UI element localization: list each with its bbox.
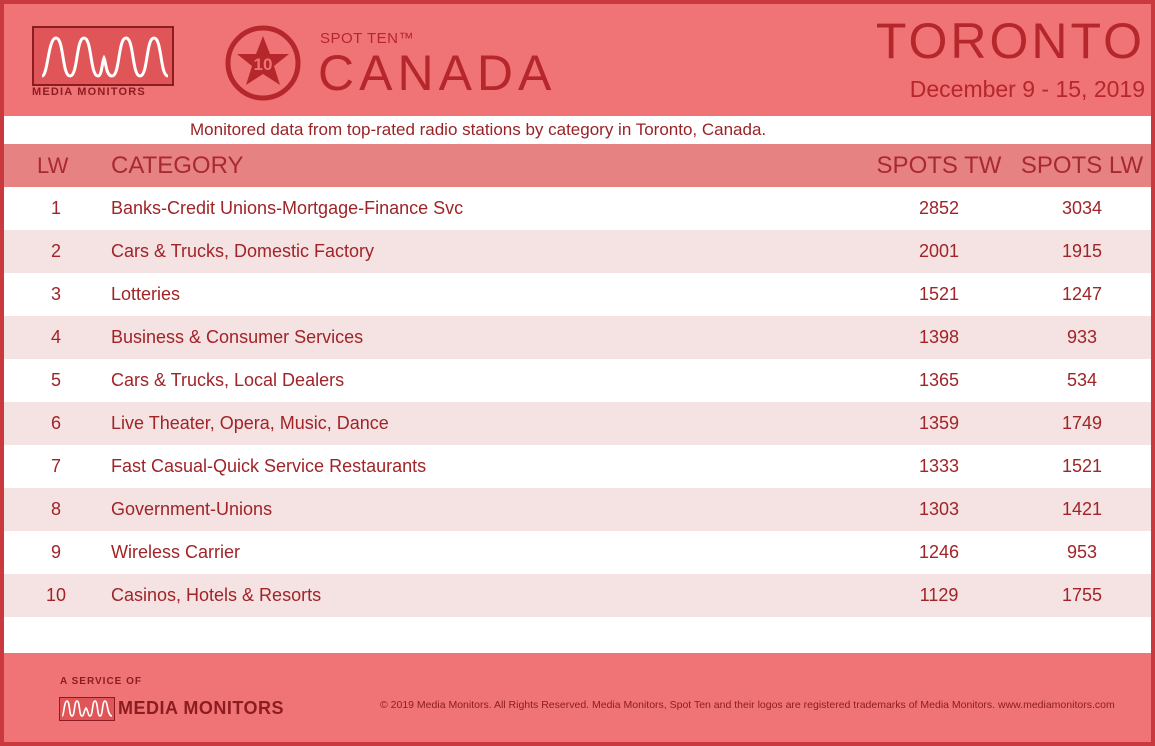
cell-spots-lw: 1421 — [1061, 499, 1103, 519]
table-row: 7 Fast Casual-Quick Service Restaurants … — [4, 445, 1151, 488]
cell-spots-lw: 1749 — [1061, 413, 1103, 433]
cell-spots-tw: 1303 — [918, 499, 960, 519]
cell-lw: 4 — [50, 327, 61, 347]
cell-spots-lw: 953 — [1066, 542, 1098, 562]
table-row: 9 Wireless Carrier 1246 953 — [4, 531, 1151, 574]
cell-category: Wireless Carrier — [111, 542, 241, 562]
table-row: 4 Business & Consumer Services 1398 933 — [4, 316, 1151, 359]
subtitle: Monitored data from top-rated radio stat… — [4, 116, 1151, 144]
waveform-icon — [61, 700, 113, 717]
table-row: 5 Cars & Trucks, Local Dealers 1365 534 — [4, 359, 1151, 402]
cell-category: Fast Casual-Quick Service Restaurants — [111, 456, 427, 476]
cell-spots-lw: 933 — [1066, 327, 1098, 347]
cell-spots-lw: 1755 — [1061, 585, 1103, 605]
footer-logo-wordmark: MEDIA MONITORS — [118, 698, 285, 718]
footer-banner: A SERVICE OF MEDIA MONITORS © 2019 Media… — [4, 653, 1151, 742]
table-header-row: LW CATEGORY SPOTS TW SPOTS LW — [4, 144, 1151, 187]
header-banner: MEDIA MONITORS 10 SPOT TEN™ CANADA TORON… — [4, 4, 1151, 116]
cell-spots-tw: 1365 — [918, 370, 960, 390]
cell-lw: 5 — [50, 370, 61, 390]
column-header-spots-tw: SPOTS TW — [876, 152, 1002, 179]
spot-ten-badge-icon: 10 — [225, 25, 301, 101]
cell-category: Casinos, Hotels & Resorts — [111, 585, 322, 605]
cell-lw: 7 — [50, 456, 61, 476]
cell-category: Live Theater, Opera, Music, Dance — [111, 413, 389, 433]
media-monitors-logo — [32, 26, 174, 86]
cell-spots-tw: 2852 — [918, 198, 960, 218]
cell-spots-tw: 1246 — [918, 542, 960, 562]
cell-spots-lw: 1247 — [1061, 284, 1103, 304]
table-row: 8 Government-Unions 1303 1421 — [4, 488, 1151, 531]
table-row: 10 Casinos, Hotels & Resorts 1129 1755 — [4, 574, 1151, 617]
cell-spots-lw: 534 — [1066, 370, 1098, 390]
cell-lw: 9 — [50, 542, 61, 562]
table-row: 3 Lotteries 1521 1247 — [4, 273, 1151, 316]
cell-lw: 2 — [50, 241, 61, 261]
cell-lw: 3 — [50, 284, 61, 304]
brand-title: CANADA — [318, 45, 557, 101]
column-header-spots-lw: SPOTS LW — [1020, 152, 1144, 179]
logo-wordmark: MEDIA MONITORS — [32, 86, 146, 98]
cell-lw: 10 — [45, 585, 67, 605]
cell-spots-tw: 1333 — [918, 456, 960, 476]
table-row: 2 Cars & Trucks, Domestic Factory 2001 1… — [4, 230, 1151, 273]
table-row: 6 Live Theater, Opera, Music, Dance 1359… — [4, 402, 1151, 445]
cell-lw: 8 — [50, 499, 61, 519]
cell-spots-tw: 1521 — [918, 284, 960, 304]
cell-spots-tw: 1129 — [919, 585, 959, 605]
cell-spots-lw: 1915 — [1061, 241, 1103, 261]
badge-number: 10 — [254, 55, 273, 74]
cell-category: Lotteries — [111, 284, 181, 304]
service-of-label: A SERVICE OF — [60, 676, 143, 687]
cell-lw: 6 — [50, 413, 61, 433]
cell-category: Banks-Credit Unions-Mortgage-Finance Svc — [111, 198, 464, 218]
cell-spots-lw: 1521 — [1061, 456, 1103, 476]
cell-lw: 1 — [50, 198, 61, 218]
footer-logo — [59, 697, 115, 721]
cell-category: Government-Unions — [111, 499, 273, 519]
waveform-icon — [40, 36, 169, 78]
column-header-lw: LW — [37, 153, 69, 178]
city-title: TORONTO — [875, 13, 1145, 69]
date-range: December 9 - 15, 2019 — [909, 76, 1145, 102]
spot-ten-label: SPOT TEN™ — [320, 30, 414, 47]
copyright-text: © 2019 Media Monitors. All Rights Reserv… — [380, 699, 1115, 711]
table-row: 1 Banks-Credit Unions-Mortgage-Finance S… — [4, 187, 1151, 230]
ranking-table: LW CATEGORY SPOTS TW SPOTS LW 1 Banks-Cr… — [4, 144, 1151, 653]
cell-category: Business & Consumer Services — [111, 327, 364, 347]
cell-spots-tw: 1359 — [918, 413, 960, 433]
cell-spots-tw: 2001 — [918, 241, 960, 261]
cell-spots-tw: 1398 — [918, 327, 960, 347]
cell-category: Cars & Trucks, Local Dealers — [111, 370, 345, 390]
column-header-category: CATEGORY — [111, 152, 244, 179]
cell-spots-lw: 3034 — [1061, 198, 1103, 218]
cell-category: Cars & Trucks, Domestic Factory — [111, 241, 375, 261]
